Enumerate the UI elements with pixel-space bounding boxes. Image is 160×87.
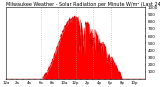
Text: Milwaukee Weather - Solar Radiation per Minute W/m² (Last 24 Hours): Milwaukee Weather - Solar Radiation per …	[6, 2, 160, 7]
